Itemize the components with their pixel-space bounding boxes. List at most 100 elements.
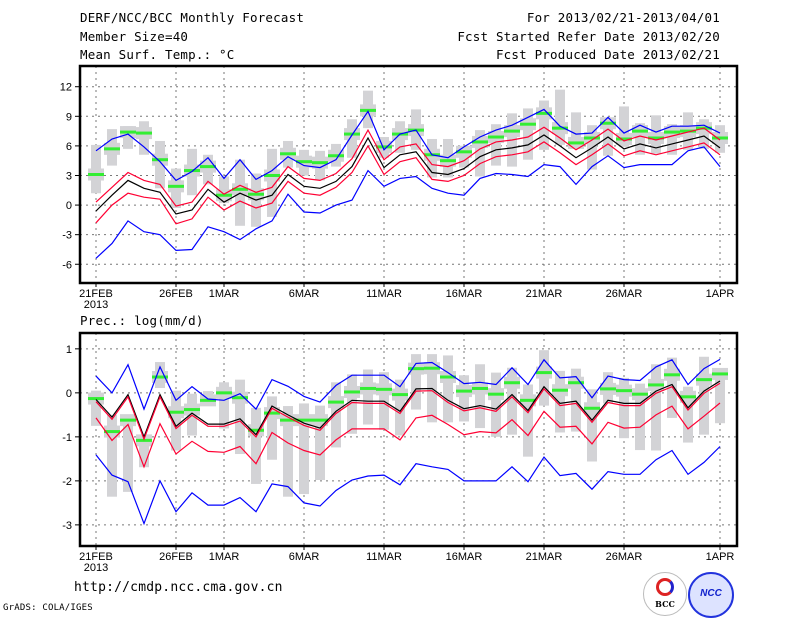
ncc-logo: NCC <box>688 572 734 618</box>
ensemble-range-bar <box>363 369 373 425</box>
member-mark <box>296 418 312 422</box>
x-tick-label: 21MAR <box>526 288 563 300</box>
ensemble-range-bar <box>651 364 661 451</box>
x-year-label: 2013 <box>84 562 108 574</box>
x-tick-label: 26FEB <box>159 551 193 563</box>
member-mark <box>152 375 168 379</box>
ensemble-range-bar <box>347 374 357 434</box>
member-mark <box>216 193 232 197</box>
ensemble-range-bar <box>283 406 293 497</box>
member-mark <box>584 406 600 410</box>
ensemble-range-bar <box>219 382 229 429</box>
series-upper-line <box>95 126 721 207</box>
ensemble-range-bar <box>603 126 613 156</box>
member-mark <box>104 147 120 151</box>
member-mark <box>712 136 728 140</box>
member-mark <box>344 390 360 394</box>
precip-label: Prec.: log(mm/d) <box>80 313 204 328</box>
member-mark <box>248 192 264 196</box>
member-mark <box>200 398 216 402</box>
bcc-logo-text: BCC <box>655 599 675 609</box>
member-mark <box>472 386 488 390</box>
member-mark <box>472 140 488 144</box>
member-mark <box>504 129 520 133</box>
source-url[interactable]: http://cmdp.ncc.cma.gov.cn <box>74 580 283 595</box>
variable-label: Mean Surf. Temp.: °C <box>80 47 235 62</box>
x-year-label: 2013 <box>84 299 108 311</box>
y-tick-label: -3 <box>62 230 72 242</box>
x-tick-label: 16MAR <box>446 551 483 563</box>
ensemble-range-bar <box>315 405 325 480</box>
ensemble-range-bar <box>395 379 405 436</box>
series-mean-line <box>95 380 721 439</box>
member-mark <box>536 371 552 375</box>
ensemble-range-bar <box>635 383 645 451</box>
member-mark <box>680 129 696 133</box>
y-tick-label: 12 <box>60 82 72 94</box>
x-tick-label: 1APR <box>706 288 735 300</box>
x-tick-label: 11MAR <box>366 288 402 300</box>
y-tick-label: 6 <box>66 141 72 153</box>
ncc-logo-text: NCC <box>700 588 722 599</box>
member-mark <box>488 392 504 396</box>
member-mark <box>568 381 584 385</box>
ensemble-range-bar <box>715 372 725 424</box>
ensemble-range-bar <box>571 112 581 148</box>
series-upper-line <box>95 382 721 441</box>
y-tick-label: 1 <box>66 344 72 356</box>
series-lower-line <box>95 141 721 225</box>
member-mark <box>280 418 296 422</box>
ensemble-range-bar <box>555 89 565 145</box>
ensemble-range-bar <box>491 124 501 166</box>
ensemble-range-bar <box>459 375 469 422</box>
x-tick-label: 6MAR <box>289 288 320 300</box>
member-mark <box>648 383 664 387</box>
member-mark <box>376 387 392 391</box>
member-mark <box>680 395 696 399</box>
ensemble-range-bar <box>475 130 485 177</box>
ensemble-range-bar <box>539 100 549 150</box>
plot-frame <box>78 331 739 548</box>
member-mark <box>584 136 600 140</box>
member-mark <box>600 387 616 391</box>
x-tick-label: 21MAR <box>526 551 563 563</box>
member-mark <box>120 418 136 422</box>
series-max-line <box>95 358 721 411</box>
member-mark <box>88 397 104 401</box>
ensemble-range-bar <box>267 396 277 460</box>
member-mark <box>520 398 536 402</box>
member-mark <box>200 165 216 169</box>
ensemble-range-bar <box>587 389 597 462</box>
ensemble-range-bar <box>123 417 133 492</box>
member-mark <box>184 408 200 412</box>
member-mark <box>552 388 568 392</box>
member-mark <box>88 173 104 176</box>
member-mark <box>456 389 472 393</box>
ensemble-range-bar <box>635 123 645 155</box>
member-mark <box>504 381 520 385</box>
bcc-emblem-icon <box>656 578 674 596</box>
member-mark <box>312 418 328 422</box>
member-mark <box>328 400 344 404</box>
member-mark <box>328 154 344 158</box>
plot-frame <box>78 64 739 285</box>
member-mark <box>376 145 392 149</box>
series-mean-line <box>95 134 721 215</box>
x-tick-label: 26FEB <box>159 288 193 300</box>
y-tick-label: 0 <box>66 200 72 212</box>
x-tick-label: 1APR <box>706 551 735 563</box>
x-tick-label: 21FEB <box>79 288 113 300</box>
x-tick-label: 1MAR <box>209 551 240 563</box>
member-mark <box>632 392 648 396</box>
member-mark <box>600 121 616 125</box>
member-mark <box>520 122 536 126</box>
ensemble-range-bar <box>555 370 565 433</box>
ensemble-range-bar <box>683 386 693 443</box>
ensemble-range-bar <box>475 364 485 429</box>
x-tick-label: 6MAR <box>289 551 320 563</box>
ensemble-range-bar <box>619 106 629 147</box>
temperature-panel: -6 -3 0 3 6 9 12 21FEB 26FEB 1MAR 6MAR 11MAR 16MAR 21… <box>60 64 739 311</box>
series-min-line <box>95 146 721 259</box>
ensemble-range-bar <box>699 356 709 435</box>
member-mark <box>632 129 648 133</box>
